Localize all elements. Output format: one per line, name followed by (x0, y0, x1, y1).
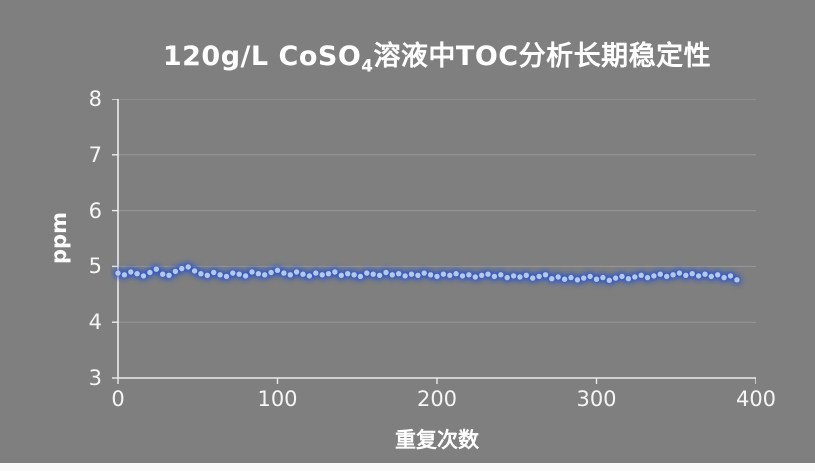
chart-title-subscript: 4 (361, 55, 374, 76)
bottom-strip (0, 463, 815, 471)
y-tick-label: 6 (88, 198, 102, 223)
y-tick-label: 4 (88, 310, 102, 335)
y-tick-label: 7 (88, 142, 102, 167)
y-tick-label: 8 (88, 87, 102, 111)
plot-area (112, 99, 756, 384)
x-axis-title: 重复次数 (395, 428, 479, 452)
chart-title-suffix: 溶液中TOC分析长期稳定性 (373, 41, 712, 72)
x-tick-label: 100 (257, 387, 298, 411)
x-tick-label: 0 (111, 387, 125, 411)
y-tick-label: 3 (88, 366, 102, 390)
chart-title: 120g/L CoSO4溶液中TOC分析长期稳定性 (118, 34, 756, 75)
y-tick-label: 5 (88, 254, 102, 279)
chart-title-prefix: 120g/L CoSO (162, 41, 362, 72)
x-tick-label: 200 (416, 387, 458, 411)
x-tick-label: 300 (576, 387, 617, 411)
x-tick-label: 400 (735, 387, 777, 411)
